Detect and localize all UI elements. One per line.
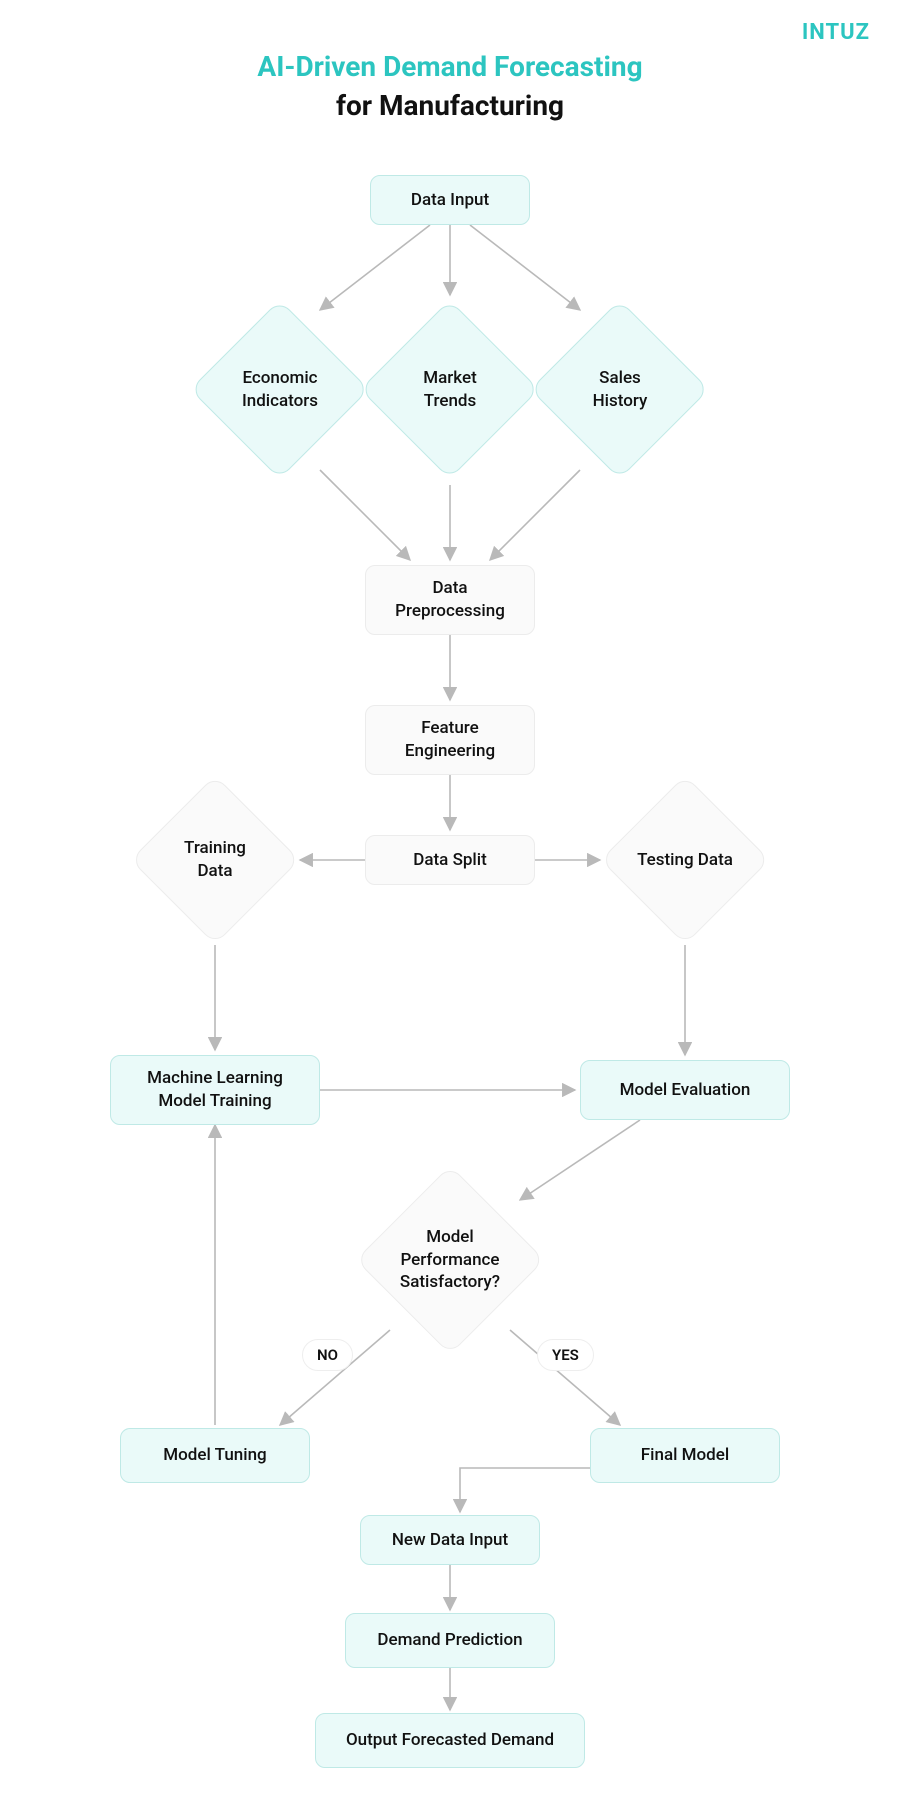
node-test_data: Testing Data — [625, 800, 745, 920]
node-perf: Model PerformanceSatisfactory? — [383, 1193, 517, 1327]
node-split: Data Split — [365, 835, 535, 885]
node-tuning: Model Tuning — [120, 1428, 310, 1483]
node-demand: Demand Prediction — [345, 1613, 555, 1668]
node-sales: SalesHistory — [556, 326, 683, 453]
node-final: Final Model — [590, 1428, 780, 1483]
title-block: AI-Driven Demand Forecasting for Manufac… — [0, 0, 900, 122]
node-train_data: Training Data — [155, 800, 275, 920]
badge-no_pill: NO — [302, 1339, 353, 1371]
node-ml_train: Machine LearningModel Training — [110, 1055, 320, 1125]
node-feature: FeatureEngineering — [365, 705, 535, 775]
flowchart-canvas: Data Input EconomicIndicators MarketTrends… — [0, 140, 900, 1804]
node-market: MarketTrends — [386, 326, 513, 453]
title-line-1: AI-Driven Demand Forecasting — [0, 50, 900, 83]
node-new_input: New Data Input — [360, 1515, 540, 1565]
title-line-2: for Manufacturing — [0, 89, 900, 122]
node-data_input: Data Input — [370, 175, 530, 225]
node-preproc: DataPreprocessing — [365, 565, 535, 635]
node-econ: EconomicIndicators — [216, 326, 343, 453]
node-model_eval: Model Evaluation — [580, 1060, 790, 1120]
node-output: Output Forecasted Demand — [315, 1713, 585, 1768]
badge-yes_pill: YES — [537, 1339, 594, 1371]
brand-logo: INTUZ — [802, 20, 870, 45]
